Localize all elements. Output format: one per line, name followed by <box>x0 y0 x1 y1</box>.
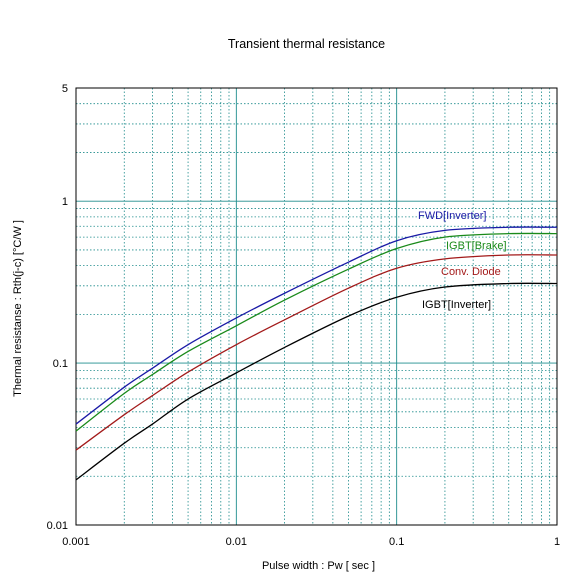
x-axis-label: Pulse width : Pw [ sec ] <box>262 560 375 572</box>
series-labels: FWD[Inverter] IGBT[Brake] Conv. Diode IGBT[… <box>418 210 507 311</box>
series-label: IGBT[Brake] <box>446 240 507 252</box>
y-axis-label: Thermal resistanse : Rth(j-c) [°C/W ] <box>12 220 24 397</box>
tick-labels: 0.001 0.01 0.1 1 0.01 0.1 1 5 <box>47 83 560 548</box>
chart-title: Transient thermal resistance <box>228 37 385 51</box>
y-tick-label: 1 <box>62 196 68 208</box>
series-label: FWD[Inverter] <box>418 210 486 222</box>
x-tick-label: 0.01 <box>226 536 247 548</box>
series-line <box>75 282 558 481</box>
grid <box>75 87 558 526</box>
y-tick-label: 0.1 <box>53 358 68 370</box>
series-label: IGBT[Inverter] <box>422 299 491 311</box>
series-line <box>75 232 558 432</box>
x-tick-label: 0.001 <box>62 536 90 548</box>
series-lines <box>75 226 558 481</box>
x-tick-label: 1 <box>554 536 560 548</box>
series-label: Conv. Diode <box>441 266 501 278</box>
y-tick-label: 5 <box>62 83 68 95</box>
series-line <box>75 254 558 451</box>
y-tick-label: 0.01 <box>47 520 68 532</box>
plot-frame <box>75 87 558 526</box>
x-tick-label: 0.1 <box>389 536 404 548</box>
series-line <box>75 226 558 425</box>
